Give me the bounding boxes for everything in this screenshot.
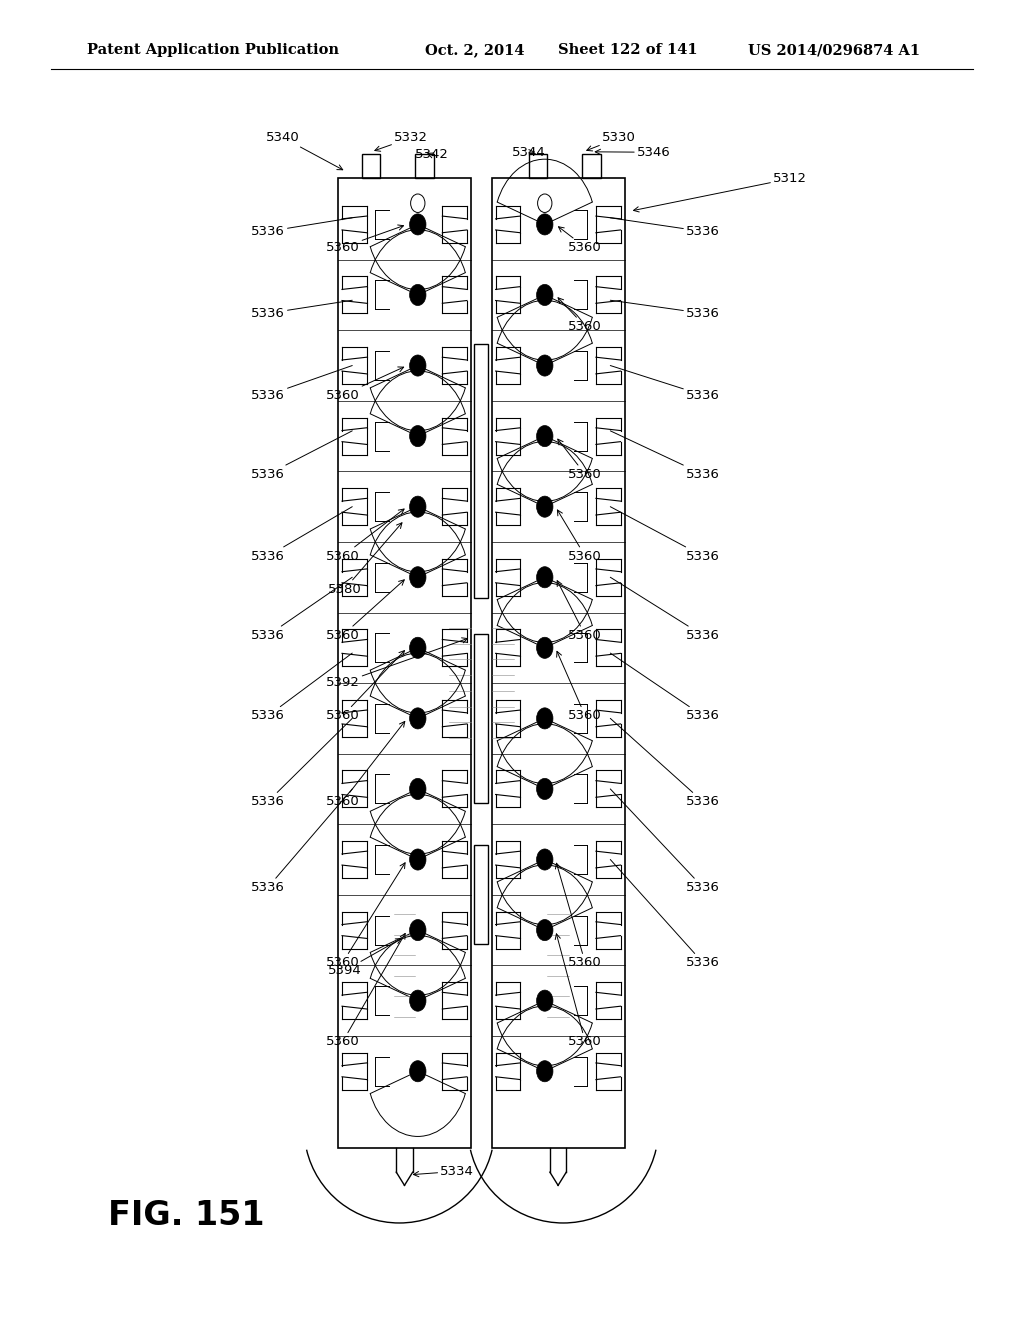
Circle shape [537, 849, 553, 870]
Text: 5336: 5336 [251, 789, 352, 894]
Text: 5340: 5340 [266, 131, 343, 170]
Text: 5336: 5336 [251, 218, 352, 238]
Text: 5336: 5336 [610, 507, 720, 562]
Text: 5336: 5336 [251, 718, 352, 808]
Text: 5332: 5332 [375, 131, 428, 152]
Circle shape [537, 425, 553, 446]
Text: 5360: 5360 [557, 510, 602, 562]
Text: 5336: 5336 [610, 218, 720, 238]
Text: FIG. 151: FIG. 151 [108, 1199, 264, 1232]
Bar [416, 154, 434, 178]
Text: 5336: 5336 [251, 507, 352, 562]
Text: US 2014/0296874 A1: US 2014/0296874 A1 [748, 44, 920, 57]
Circle shape [410, 496, 426, 517]
Text: 5360: 5360 [326, 933, 406, 1048]
Circle shape [410, 638, 426, 659]
Text: 5394: 5394 [328, 939, 401, 977]
Bar [582, 154, 600, 178]
Text: 5344: 5344 [512, 145, 546, 158]
Text: 5360: 5360 [555, 933, 602, 1048]
Text: 5336: 5336 [610, 366, 720, 401]
Circle shape [537, 638, 553, 659]
Circle shape [410, 849, 426, 870]
Circle shape [410, 1061, 426, 1082]
Bar [338, 178, 471, 1148]
Bar [474, 845, 488, 944]
Text: 5380: 5380 [328, 523, 402, 595]
Text: 5336: 5336 [251, 653, 352, 722]
Circle shape [410, 214, 426, 235]
Text: 5360: 5360 [558, 227, 602, 253]
Text: 5336: 5336 [251, 577, 352, 642]
Text: 5360: 5360 [326, 367, 403, 401]
Text: 5336: 5336 [610, 430, 720, 480]
Text: Patent Application Publication: Patent Application Publication [87, 44, 339, 57]
Text: 5360: 5360 [326, 579, 404, 642]
Circle shape [537, 990, 553, 1011]
Text: 5342: 5342 [415, 148, 449, 161]
Text: 5392: 5392 [326, 638, 467, 689]
Bar [492, 178, 625, 1148]
Circle shape [537, 496, 553, 517]
Text: 5336: 5336 [610, 300, 720, 319]
Circle shape [537, 284, 553, 305]
Text: 5334: 5334 [414, 1164, 474, 1177]
Circle shape [537, 708, 553, 729]
Bar [474, 345, 488, 598]
Text: 5360: 5360 [326, 863, 406, 969]
Text: 5360: 5360 [326, 224, 403, 253]
Circle shape [410, 355, 426, 376]
Text: Sheet 122 of 141: Sheet 122 of 141 [558, 44, 697, 57]
Circle shape [537, 566, 553, 587]
Circle shape [537, 214, 553, 235]
Text: 5336: 5336 [610, 653, 720, 722]
Text: 5330: 5330 [587, 131, 636, 150]
Circle shape [410, 284, 426, 305]
Text: 5312: 5312 [634, 172, 807, 213]
Bar [362, 154, 381, 178]
Circle shape [537, 355, 553, 376]
Text: 5360: 5360 [558, 298, 602, 333]
Circle shape [410, 920, 426, 941]
Text: 5346: 5346 [595, 145, 671, 158]
Text: 5360: 5360 [326, 651, 404, 722]
Text: 5360: 5360 [557, 651, 602, 722]
Bar [528, 154, 547, 178]
Text: 5336: 5336 [610, 577, 720, 642]
Text: 5336: 5336 [610, 789, 720, 894]
Text: 5336: 5336 [251, 300, 352, 319]
Text: 5360: 5360 [326, 510, 404, 562]
Bar [474, 634, 488, 803]
Circle shape [537, 779, 553, 800]
Text: 5360: 5360 [558, 440, 602, 480]
Circle shape [537, 1061, 553, 1082]
Circle shape [410, 425, 426, 446]
Text: 5360: 5360 [555, 863, 602, 969]
Circle shape [410, 779, 426, 800]
Circle shape [410, 708, 426, 729]
Text: 5336: 5336 [251, 366, 352, 401]
Text: 5336: 5336 [251, 430, 352, 480]
Text: 5360: 5360 [326, 722, 404, 808]
Text: Oct. 2, 2014: Oct. 2, 2014 [425, 44, 524, 57]
Circle shape [537, 920, 553, 941]
Text: 5360: 5360 [557, 581, 602, 642]
Circle shape [410, 990, 426, 1011]
Text: 5336: 5336 [610, 718, 720, 808]
Text: 5336: 5336 [610, 859, 720, 969]
Circle shape [410, 566, 426, 587]
